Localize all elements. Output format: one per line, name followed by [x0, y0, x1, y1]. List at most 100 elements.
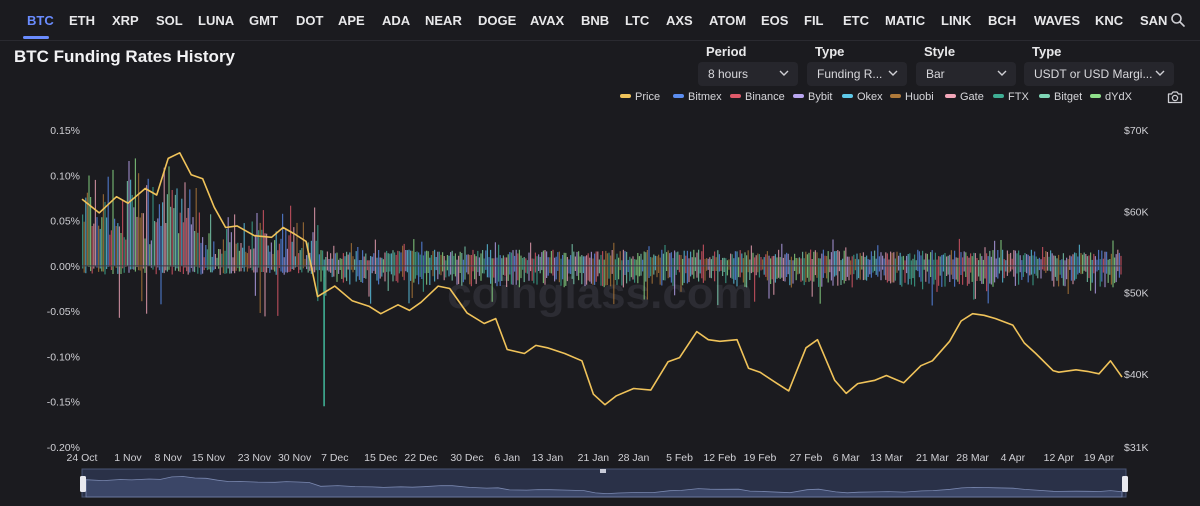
tab-atom[interactable]: ATOM: [709, 13, 747, 28]
funding-bar: [786, 252, 788, 277]
scroller-right-handle[interactable]: [1122, 476, 1128, 492]
funding-bar: [896, 251, 898, 273]
funding-bar: [219, 249, 221, 275]
tab-axs[interactable]: AXS: [666, 13, 693, 28]
range-scroller[interactable]: [0, 465, 1200, 505]
funding-bar: [981, 256, 983, 284]
funding-bar: [88, 175, 90, 267]
scroller-left-handle[interactable]: [80, 476, 86, 492]
funding-bar: [658, 254, 660, 273]
funding-bar: [397, 250, 399, 283]
funding-bar: [117, 223, 119, 274]
funding-bar: [882, 255, 884, 270]
tab-eth[interactable]: ETH: [69, 13, 95, 28]
tab-btc[interactable]: BTC: [27, 13, 54, 28]
legend-item-ftx[interactable]: FTX: [993, 91, 1029, 103]
type-select[interactable]: Funding R...: [807, 62, 907, 86]
tab-bch[interactable]: BCH: [988, 13, 1017, 28]
funding-bar: [666, 252, 668, 271]
tab-ape[interactable]: APE: [338, 13, 365, 28]
funding-bar: [614, 259, 616, 280]
funding-bar: [696, 252, 698, 278]
funding-bar: [229, 242, 231, 274]
funding-bar: [235, 243, 237, 271]
funding-bar: [115, 226, 117, 268]
search-icon[interactable]: [1170, 12, 1186, 28]
funding-bar: [344, 256, 346, 278]
funding-bar: [878, 256, 880, 272]
funding-bar: [248, 245, 250, 269]
scroller-preview: [85, 476, 1123, 498]
x-tick: 12 Apr: [1044, 452, 1075, 464]
margin-type-select[interactable]: USDT or USD Margi...: [1024, 62, 1174, 86]
tab-san[interactable]: SAN: [1140, 13, 1168, 28]
legend-item-dydx[interactable]: dYdX: [1090, 91, 1132, 103]
legend-item-gate[interactable]: Gate: [945, 91, 984, 103]
tab-luna[interactable]: LUNA: [198, 13, 235, 28]
tab-xrp[interactable]: XRP: [112, 13, 139, 28]
funding-bar: [1051, 253, 1053, 281]
scroller-grip[interactable]: [600, 469, 606, 473]
funding-bar: [680, 255, 682, 292]
funding-bar: [362, 250, 364, 283]
funding-bar: [1056, 258, 1058, 281]
funding-bar: [701, 251, 703, 279]
tab-sol[interactable]: SOL: [156, 13, 183, 28]
tab-etc[interactable]: ETC: [843, 13, 869, 28]
funding-bar: [944, 253, 946, 287]
funding-bar: [106, 217, 108, 269]
legend-item-binance[interactable]: Binance: [730, 91, 785, 103]
chevron-down-icon: [888, 70, 898, 76]
funding-bar: [179, 212, 181, 272]
funding-bar: [512, 250, 514, 285]
tab-ltc[interactable]: LTC: [625, 13, 650, 28]
funding-bar: [416, 251, 418, 276]
legend-item-okex[interactable]: Okex: [842, 91, 883, 103]
funding-bar: [414, 252, 416, 279]
funding-bar: [400, 252, 402, 272]
funding-bar: [402, 245, 404, 277]
tab-fil[interactable]: FIL: [804, 13, 824, 28]
style-select[interactable]: Bar: [916, 62, 1016, 86]
funding-bar: [192, 217, 194, 272]
tab-doge[interactable]: DOGE: [478, 13, 517, 28]
tab-gmt[interactable]: GMT: [249, 13, 278, 28]
tab-waves[interactable]: WAVES: [1034, 13, 1080, 28]
funding-bar: [917, 249, 919, 272]
funding-bar: [1010, 252, 1012, 272]
funding-bar: [979, 253, 981, 281]
tab-matic[interactable]: MATIC: [885, 13, 926, 28]
legend-item-bybit[interactable]: Bybit: [793, 91, 832, 103]
funding-bar: [558, 251, 560, 283]
funding-bar: [371, 256, 373, 274]
funding-bar: [589, 257, 591, 282]
tab-dot[interactable]: DOT: [296, 13, 324, 28]
tab-ada[interactable]: ADA: [382, 13, 411, 28]
funding-bar: [426, 250, 428, 285]
tab-link[interactable]: LINK: [941, 13, 972, 28]
funding-bar: [947, 255, 949, 275]
camera-icon[interactable]: [1167, 90, 1183, 104]
tab-knc[interactable]: KNC: [1095, 13, 1124, 28]
legend-item-bitget[interactable]: Bitget: [1039, 91, 1082, 103]
legend-item-bitmex[interactable]: Bitmex: [673, 91, 722, 103]
funding-bar: [970, 253, 972, 273]
funding-bar: [538, 254, 540, 271]
legend-item-huobi[interactable]: Huobi: [890, 91, 934, 103]
funding-bar: [757, 253, 759, 273]
funding-bar: [659, 257, 661, 285]
tab-eos[interactable]: EOS: [761, 13, 789, 28]
legend-item-price[interactable]: Price: [620, 91, 660, 103]
tab-near[interactable]: NEAR: [425, 13, 462, 28]
funding-rate-chart[interactable]: coinglass.com 0.15% 0.10% 0.05% 0.00% -0.05%…: [0, 110, 1200, 465]
tab-avax[interactable]: AVAX: [530, 13, 565, 28]
legend-label: dYdX: [1105, 91, 1132, 103]
funding-bar: [155, 222, 157, 275]
funding-bar: [187, 208, 189, 275]
tab-bnb[interactable]: BNB: [581, 13, 610, 28]
funding-bar: [317, 225, 319, 302]
funding-bar: [1014, 250, 1016, 286]
funding-bar: [298, 253, 300, 274]
funding-bar: [259, 222, 261, 313]
period-select[interactable]: 8 hours: [698, 62, 798, 86]
